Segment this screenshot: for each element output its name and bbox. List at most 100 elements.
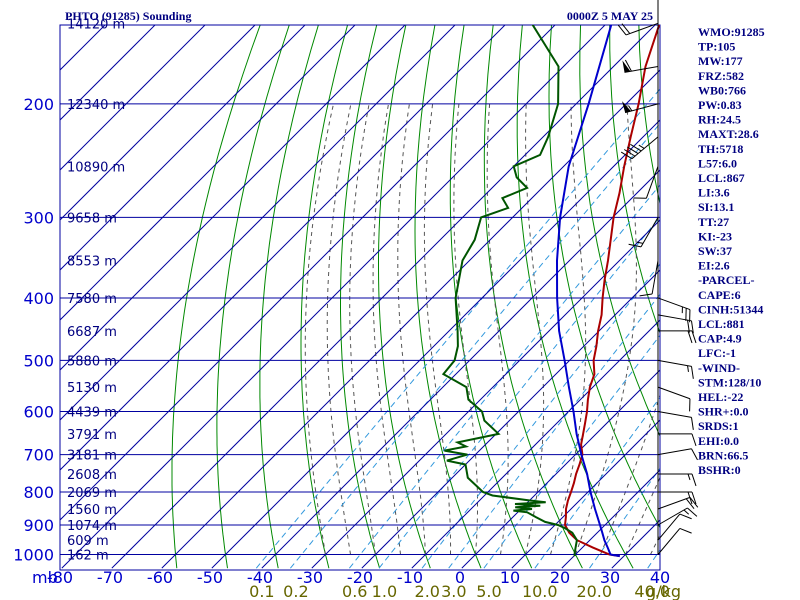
wind-barb-shaft — [645, 166, 659, 199]
pressure-tick-label: 900 — [23, 516, 54, 535]
wind-barb — [657, 527, 692, 555]
temperature-tick-label: -80 — [47, 568, 73, 587]
dry-adiabat-line — [449, 25, 533, 569]
stat-line: LCL:867 — [698, 171, 745, 185]
moist-adiabat-line — [397, 103, 426, 555]
wind-barb-feather — [630, 143, 642, 152]
wind-barb-feather — [691, 491, 697, 505]
moist-adiabat-line — [304, 103, 334, 555]
isotherm-line — [60, 25, 556, 521]
dewpoint-profile-line — [441, 25, 578, 557]
wind-barb-half-feather — [638, 144, 645, 149]
wind-barb-feather — [690, 366, 694, 379]
wind-barb-shaft — [657, 386, 691, 400]
wind-barb-pennant — [622, 101, 631, 113]
stat-line: CAP:4.9 — [698, 332, 742, 346]
height-label: 3181 m — [67, 449, 117, 464]
pressure-tick-label: 700 — [23, 446, 54, 465]
temperature-tick-label: -50 — [197, 568, 223, 587]
stat-line: HEL:-22 — [698, 390, 743, 404]
mixing-ratio-line — [421, 263, 660, 569]
stat-line: -WIND- — [698, 361, 740, 375]
stat-line: EHI:0.0 — [698, 434, 739, 448]
pressure-tick-label: 1000 — [13, 546, 54, 565]
dry-adiabat-line — [340, 25, 381, 569]
wind-barb-feather — [627, 146, 639, 154]
dry-adiabat-line — [773, 0, 800, 568]
stat-line: -PARCEL- — [698, 273, 754, 287]
mixing-ratio-tick-label: 5.0 — [476, 582, 501, 600]
profile-layer — [441, 25, 660, 558]
wind-barb-shaft — [624, 65, 659, 73]
moist-adiabat-line — [486, 103, 509, 555]
wind-barb — [657, 507, 698, 526]
height-label: 3791 m — [67, 428, 117, 443]
height-label: 9658 m — [67, 211, 117, 226]
moist-adiabat-line — [525, 103, 545, 555]
temperature-profile-line — [563, 25, 660, 558]
pressure-tick-label: 300 — [23, 208, 54, 227]
wind-barb-shaft — [657, 513, 681, 541]
temperature-tick-label: -20 — [347, 568, 373, 587]
height-label: 8553 m — [67, 255, 117, 270]
wind-barb-shaft — [631, 136, 659, 160]
wind-barb — [639, 260, 659, 297]
wind-barb — [622, 59, 659, 73]
wind-barb-feather — [691, 433, 697, 447]
isotherm-line — [361, 269, 660, 569]
temperature-tick-label: 40 — [650, 568, 670, 587]
wind-barb — [617, 22, 659, 36]
pressure-tick-label: 500 — [23, 351, 54, 370]
moist-adiabat-line — [349, 103, 376, 555]
stat-line: LCL:881 — [698, 317, 745, 331]
wind-barb-shaft — [657, 314, 692, 322]
stat-line: WMO:91285 — [698, 25, 765, 39]
dry-adiabat-line — [747, 0, 800, 568]
mixing-ratio-unit-label: g/kg — [646, 582, 681, 600]
wind-barb-feather — [687, 507, 698, 517]
pressure-tick-label: 800 — [23, 483, 54, 502]
height-label: 6687 m — [67, 325, 117, 340]
stat-line: SHR+:0.0 — [698, 405, 749, 419]
pressure-unit-label: mb — [32, 568, 58, 587]
moist-adiabat-line — [453, 103, 478, 555]
isotherm-line — [111, 25, 656, 569]
wind-barb — [657, 297, 691, 323]
wind-barb-half-feather — [683, 509, 690, 515]
wind-barb — [658, 330, 697, 344]
wind-barb-shaft — [657, 359, 692, 367]
height-label: 2069 m — [67, 486, 117, 501]
stat-line: SRDS:1 — [698, 419, 739, 433]
wind-barb-half-feather — [636, 241, 644, 244]
dry-adiabat-line — [171, 25, 261, 569]
wind-barb-feather — [690, 320, 694, 334]
wind-barb-feather — [691, 448, 698, 461]
wind-barb-feather — [687, 330, 693, 344]
stat-line: EI:2.6 — [698, 259, 730, 273]
wind-barb — [622, 101, 659, 114]
mixing-ratio-line — [483, 334, 660, 569]
wind-profile — [617, 0, 699, 555]
wind-barb-shaft — [651, 260, 659, 295]
wind-barb — [657, 359, 694, 379]
height-label: 1560 m — [67, 503, 117, 518]
moist-adiabat-line — [326, 103, 352, 555]
stat-line: KI:-23 — [698, 229, 732, 243]
stat-line: LI:3.6 — [698, 186, 730, 200]
stat-line: STM:128/10 — [698, 375, 761, 389]
wind-barb-feather — [679, 527, 692, 534]
isotherm-line — [60, 25, 406, 371]
axis-labels: 100200300400500600700800900100016540 m14… — [13, 17, 681, 600]
stat-line: TH:5718 — [698, 142, 743, 156]
stat-line: CINH:51344 — [698, 302, 763, 316]
stat-line: TP:105 — [698, 40, 735, 54]
stat-line: L57:6.0 — [698, 156, 737, 170]
wind-barb-half-feather — [687, 473, 691, 481]
dry-adiabat-line — [378, 25, 431, 569]
dry-adiabat-line — [216, 25, 290, 569]
dry-adiabat-line — [579, 25, 660, 438]
temperature-tick-label: -70 — [97, 568, 123, 587]
valid-time: 0000Z 5 MAY 25 — [567, 9, 653, 23]
wind-barb-feather — [621, 23, 631, 34]
plot-border — [59, 24, 661, 571]
